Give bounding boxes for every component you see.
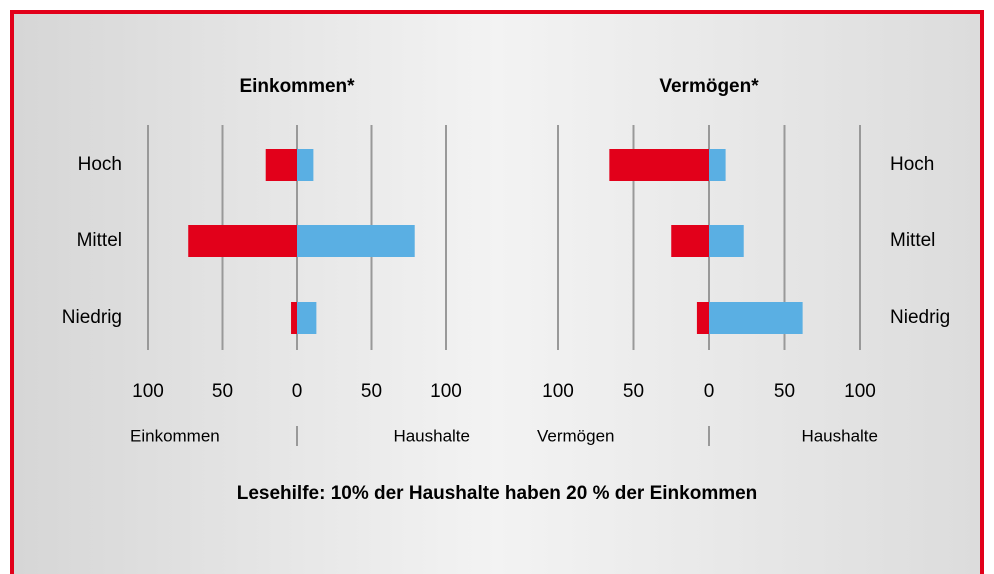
x-tick-label: 50 bbox=[361, 381, 382, 402]
x-tick-label: 100 bbox=[542, 381, 574, 402]
x-tick-label: 0 bbox=[292, 381, 303, 402]
page: Lesehilfe: 10% der Haushalte haben 20 % … bbox=[10, 10, 984, 574]
bar bbox=[709, 225, 744, 257]
category-label: Niedrig bbox=[890, 307, 950, 328]
series-label: Haushalte bbox=[393, 426, 470, 445]
x-tick-label: 50 bbox=[623, 381, 644, 402]
series-label: Einkommen bbox=[130, 426, 220, 445]
category-label: Hoch bbox=[890, 154, 934, 175]
x-tick-label: 50 bbox=[212, 381, 233, 402]
category-label: Mittel bbox=[890, 230, 935, 251]
bar bbox=[297, 302, 317, 334]
bar bbox=[188, 225, 297, 257]
bar bbox=[297, 149, 314, 181]
bar bbox=[291, 302, 297, 334]
category-label: Niedrig bbox=[62, 307, 122, 328]
bar bbox=[297, 225, 415, 257]
x-tick-label: 100 bbox=[430, 381, 462, 402]
bar bbox=[696, 302, 709, 334]
chart: Lesehilfe: 10% der Haushalte haben 20 % … bbox=[62, 76, 950, 504]
bar bbox=[265, 149, 297, 181]
series-label: Haushalte bbox=[801, 426, 878, 445]
x-tick-label: 100 bbox=[132, 381, 164, 402]
bar bbox=[671, 225, 709, 257]
x-tick-label: 100 bbox=[844, 381, 876, 402]
category-label: Mittel bbox=[77, 230, 122, 251]
category-label: Hoch bbox=[78, 154, 122, 175]
bar bbox=[709, 302, 803, 334]
series-label: Vermögen bbox=[537, 426, 615, 445]
x-tick-label: 50 bbox=[774, 381, 795, 402]
caption: Lesehilfe: 10% der Haushalte haben 20 % … bbox=[237, 483, 758, 504]
x-tick-label: 0 bbox=[704, 381, 715, 402]
frame bbox=[10, 10, 984, 574]
chart-title: Vermögen* bbox=[659, 76, 759, 97]
chart-title: Einkommen* bbox=[239, 76, 355, 97]
bar bbox=[709, 149, 726, 181]
bar bbox=[609, 149, 709, 181]
